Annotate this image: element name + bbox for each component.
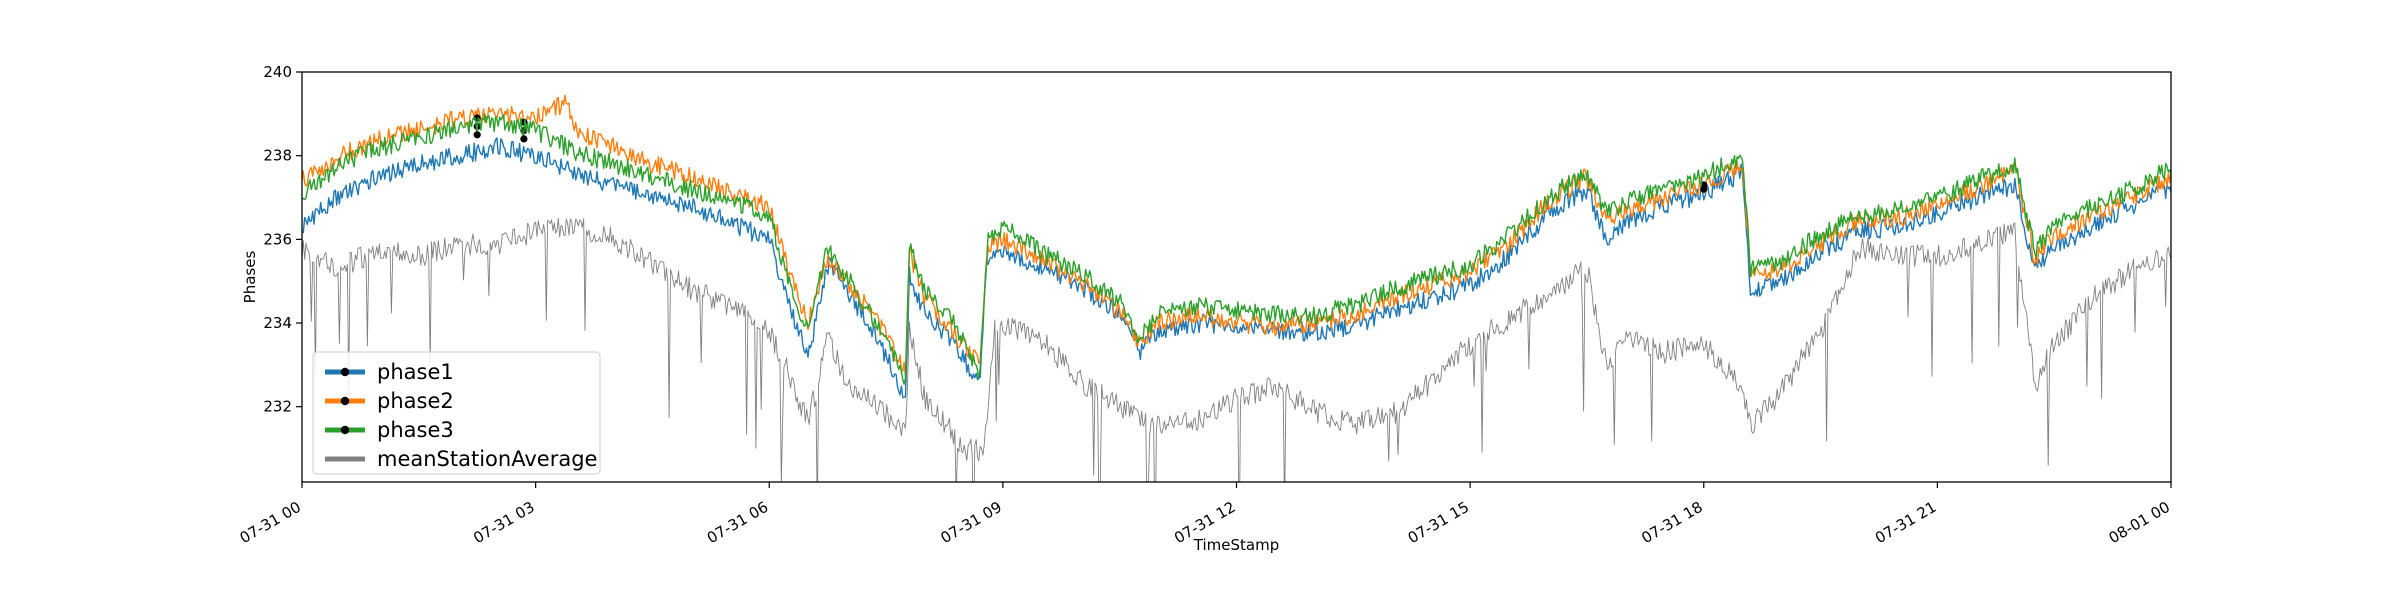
legend-label: phase2 [377, 389, 454, 413]
x-tick-label: 07-31 15 [1405, 498, 1472, 547]
series-line-meanStationAverage [302, 217, 2171, 482]
marker-phase3-2 [1700, 185, 1708, 193]
x-tick-label: 07-31 09 [937, 498, 1004, 547]
series-line-phase3 [302, 113, 2171, 385]
x-tick-label: 07-31 03 [470, 498, 537, 547]
marker-phase3-1 [520, 135, 528, 143]
legend-marker [340, 396, 350, 406]
y-tick-label: 238 [263, 147, 292, 165]
marker-phase3-0 [473, 131, 481, 139]
x-axis-label: TimeStamp [1193, 536, 1279, 554]
series-line-phase1 [302, 137, 2171, 399]
legend: phase1 phase2 phase3 meanStationAverage [312, 351, 601, 475]
legend-box [312, 351, 601, 475]
legend-item-meanStationAverage: meanStationAverage [325, 447, 597, 471]
y-axis-label: Phases [241, 251, 259, 304]
x-tick-label: 07-31 00 [237, 498, 304, 547]
x-tick-label: 08-01 00 [2106, 498, 2173, 547]
y-tick-label: 234 [263, 314, 292, 332]
y-tick-label: 236 [263, 230, 292, 248]
x-tick-label: 07-31 21 [1872, 498, 1939, 547]
y-axis: 232 234 236 238 240 [263, 63, 302, 416]
legend-item-phase1: phase1 [325, 360, 454, 384]
legend-label: phase3 [377, 418, 454, 442]
series-line-phase2 [302, 94, 2171, 377]
legend-label: phase1 [377, 360, 454, 384]
legend-marker [340, 367, 350, 377]
x-tick-label: 07-31 06 [704, 498, 771, 547]
y-tick-label: 232 [263, 398, 292, 416]
legend-label: meanStationAverage [377, 447, 597, 471]
y-tick-label: 240 [263, 63, 292, 81]
legend-item-phase3: phase3 [325, 418, 454, 442]
legend-item-phase2: phase2 [325, 389, 454, 413]
x-tick-label: 07-31 18 [1638, 498, 1705, 547]
legend-marker [340, 425, 350, 435]
series-layer [302, 94, 2171, 482]
